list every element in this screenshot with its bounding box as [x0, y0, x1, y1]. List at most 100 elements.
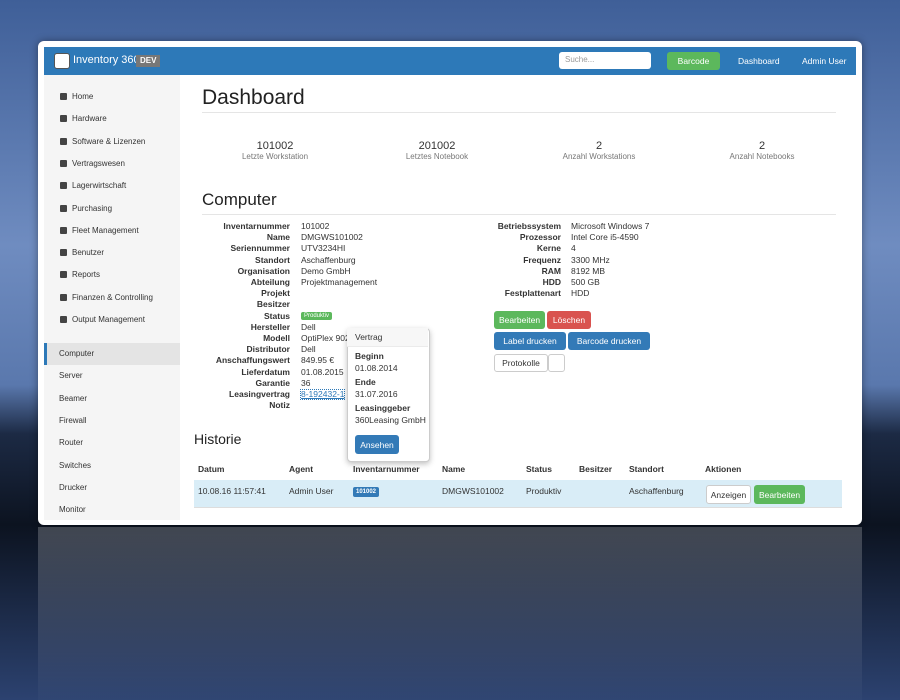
sidebar-item[interactable]: Server	[59, 371, 83, 381]
field-value: 01.08.2015	[301, 366, 344, 377]
field-label: RAM	[541, 265, 561, 276]
sidebar-item[interactable]: Beamer	[59, 393, 88, 403]
sidebar-item[interactable]: Vertragswesen	[72, 159, 125, 168]
field-label: Projekt	[261, 288, 290, 299]
column-header: Name	[442, 464, 466, 474]
field-value: DMGWS101002	[301, 232, 363, 243]
cell: Admin User	[289, 486, 334, 496]
popover-label: Ende	[355, 377, 376, 387]
field-value: Projektmanagement	[301, 277, 378, 287]
field-label: Anschaffungswert	[215, 355, 290, 366]
field-value: 4	[571, 243, 576, 254]
history-table	[194, 460, 842, 508]
sidebar-item[interactable]: Monitor	[59, 505, 86, 515]
field-value: Dell	[301, 344, 316, 355]
sidebar-item[interactable]: Purchasing	[72, 204, 113, 213]
sidebar-item[interactable]: Switches	[59, 460, 92, 470]
sidebar-item[interactable]: Finanzen & Controlling	[72, 293, 153, 302]
label-print-button[interactable]: Label drucken	[494, 332, 566, 350]
search-input[interactable]: Suche...	[559, 52, 651, 69]
sidebar-item[interactable]: Fleet Management	[72, 226, 139, 235]
sidebar-item[interactable]: Computer	[59, 349, 95, 358]
popover-header	[347, 328, 428, 347]
popover-value: 01.08.2014	[355, 363, 398, 373]
field-label: Status	[264, 310, 290, 321]
sidebar-item[interactable]: Benutzer	[72, 248, 105, 257]
contract-link[interactable]: 8-192432-1	[299, 389, 346, 400]
stat-value: 101002	[256, 140, 294, 152]
view-contract-button[interactable]: Ansehen	[355, 435, 399, 454]
page-title: Dashboard	[202, 86, 305, 109]
log-dropdown[interactable]	[548, 354, 565, 372]
inventory-badge: 101002	[353, 487, 380, 497]
sidebar-icon	[60, 205, 67, 212]
sidebar-item[interactable]: Drucker	[59, 482, 88, 492]
sidebar-icon	[60, 316, 67, 323]
nav-dashboard[interactable]: Dashboard	[738, 56, 780, 66]
column-header: Agent	[289, 464, 314, 474]
field-label: Organisation	[237, 265, 290, 276]
field-label: Frequenz	[523, 254, 561, 265]
logo	[54, 53, 70, 69]
field-value: OptiPlex 9020	[301, 333, 355, 343]
sidebar-item[interactable]: Software & Lizenzen	[72, 137, 146, 146]
field-label: Besitzer	[256, 299, 290, 310]
field-label: Inventarnummer	[223, 221, 290, 231]
field-value: UTV3234HI	[301, 243, 346, 254]
stat-value: 2	[595, 140, 603, 152]
field-value: Intel Core i5-4590	[571, 232, 639, 243]
barcode-button[interactable]: Barcode	[667, 52, 720, 70]
delete-button[interactable]: Löschen	[547, 311, 591, 329]
field-label: HDD	[542, 277, 561, 287]
sidebar-item[interactable]: Reports	[72, 270, 101, 279]
sidebar-icon	[60, 93, 67, 100]
column-header: Inventarnummer	[353, 464, 420, 474]
cell: Produktiv	[526, 486, 562, 496]
popover-label: Beginn	[355, 351, 384, 361]
field-label: Modell	[263, 333, 290, 343]
column-header: Besitzer	[579, 464, 613, 474]
edit-button[interactable]: Bearbeiten	[494, 311, 545, 329]
active-item	[44, 343, 180, 365]
field-value: 101002	[301, 221, 330, 231]
status-badge: Produktiv	[301, 311, 333, 320]
user-menu[interactable]: Admin User	[802, 56, 847, 66]
sidebar-icon	[60, 227, 67, 234]
sidebar-item[interactable]: Lagerwirtschaft	[72, 181, 127, 190]
popover-value: 31.07.2016	[355, 389, 398, 399]
sidebar-icon	[60, 160, 67, 167]
field-label: Abteilung	[250, 277, 290, 287]
divider	[202, 214, 836, 215]
column-header: Standort	[629, 464, 664, 474]
section-heading: Historie	[194, 431, 242, 447]
field-value: Aschaffenburg	[301, 254, 356, 265]
sidebar-item[interactable]: Output Management	[72, 315, 145, 324]
section-heading: Computer	[202, 190, 277, 209]
field-label: Standort	[255, 254, 290, 265]
reflection	[38, 527, 862, 700]
field-value: 500 GB	[571, 277, 600, 287]
field-label: Seriennummer	[230, 243, 290, 254]
field-label: Kerne	[536, 243, 561, 254]
log-button[interactable]: Protokolle	[494, 354, 548, 372]
sidebar-item[interactable]: Home	[72, 92, 94, 101]
view-button[interactable]: Anzeigen	[706, 485, 751, 504]
sidebar-item[interactable]: Hardware	[72, 114, 107, 123]
sidebar-item[interactable]: Router	[59, 438, 84, 448]
sidebar-icon	[60, 294, 67, 301]
stat-label: Anzahl Workstations	[562, 152, 636, 161]
field-label: Notiz	[269, 400, 290, 411]
sidebar-item[interactable]: Firewall	[59, 415, 87, 425]
edit-button[interactable]: Bearbeiten	[754, 485, 805, 504]
stat-label: Anzahl Notebooks	[729, 152, 795, 161]
field-label: Hersteller	[250, 321, 290, 332]
barcode-print-button[interactable]: Barcode drucken	[568, 332, 650, 350]
sidebar-icon	[60, 249, 67, 256]
divider	[202, 112, 836, 113]
cell: 10.08.16 11:57:41	[198, 486, 266, 496]
field-label: Prozessor	[519, 232, 561, 243]
cell: Aschaffenburg	[629, 486, 684, 496]
sidebar-icon	[60, 138, 67, 145]
brand[interactable]: Inventory 360	[73, 54, 140, 66]
